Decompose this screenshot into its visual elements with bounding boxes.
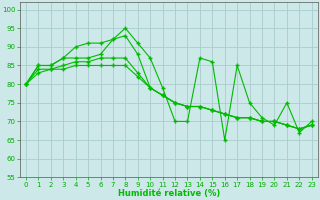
X-axis label: Humidité relative (%): Humidité relative (%) (118, 189, 220, 198)
